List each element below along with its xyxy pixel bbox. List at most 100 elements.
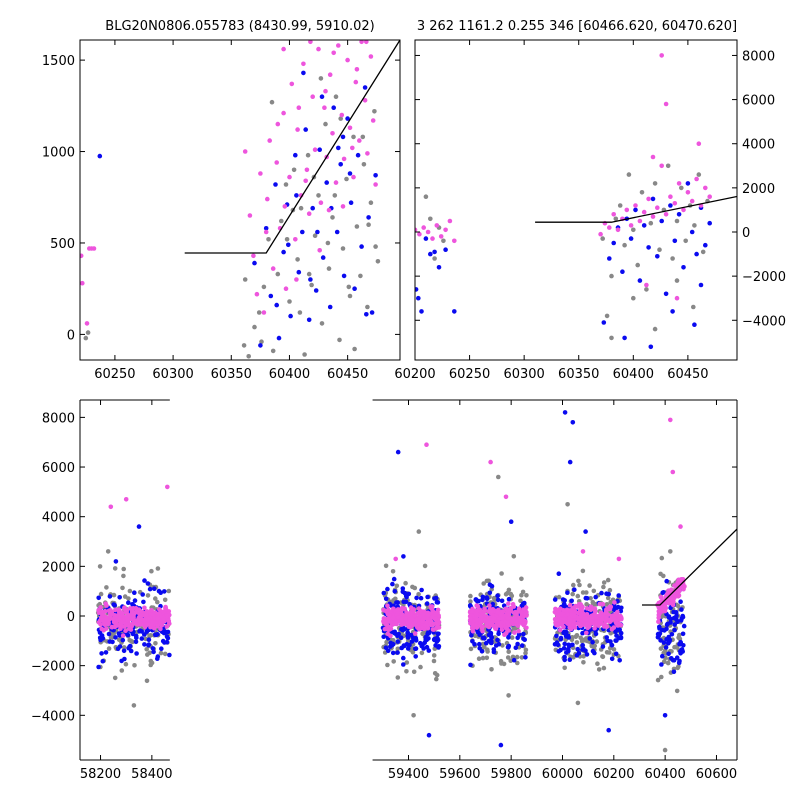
b-point-pink xyxy=(385,603,390,609)
b-outlier-gray xyxy=(105,549,111,554)
b-point-gray xyxy=(422,563,428,569)
tr-xtick-label: 60450 xyxy=(667,367,708,382)
tl-point-series2 xyxy=(254,291,260,297)
b-point-pink xyxy=(139,617,144,622)
b-point-blue xyxy=(126,600,131,605)
b-outlier-blue xyxy=(426,732,432,738)
b-outlier-gray xyxy=(506,693,511,698)
b-point-pink xyxy=(144,612,149,618)
b-point-pink xyxy=(101,628,106,633)
b-point-pink xyxy=(161,617,166,623)
b-point-blue xyxy=(401,662,406,667)
b-point-blue xyxy=(134,651,139,656)
b-point-blue xyxy=(146,643,151,648)
b-point-gray xyxy=(147,650,152,656)
b-point-pink xyxy=(431,621,436,627)
b-point-gray xyxy=(383,563,389,569)
b-point-blue xyxy=(96,664,101,670)
b-xtick-label: 60400 xyxy=(644,767,685,782)
panel-top-left: 60250 60300 60350 60400 60450 0 500 1000 1500 BL… xyxy=(42,19,401,382)
tr-point-series0 xyxy=(674,278,680,283)
b-point-pink xyxy=(468,616,474,622)
b-point-blue xyxy=(132,598,138,603)
tl-point-series2 xyxy=(354,67,360,72)
b-point-blue xyxy=(664,637,669,642)
tr-point-series1 xyxy=(436,265,442,270)
b-point-blue xyxy=(659,662,664,667)
b-point-pink xyxy=(157,607,162,612)
b-point-pink xyxy=(590,606,595,611)
b-point-pink xyxy=(399,612,405,618)
b-point-gray xyxy=(592,643,597,649)
tl-xtick-label: 60350 xyxy=(211,367,252,382)
b-point-gray xyxy=(594,639,600,644)
b-point-blue xyxy=(137,628,143,633)
b-point-blue xyxy=(618,635,624,641)
b-outlier-gray xyxy=(575,700,581,706)
b-point-pink xyxy=(604,624,610,630)
tl-point-series0 xyxy=(284,237,290,242)
tr-point-series2 xyxy=(703,185,708,191)
b-point-gray xyxy=(596,667,602,672)
b-point-blue xyxy=(145,581,151,586)
tl-point-series0 xyxy=(344,176,349,182)
b-point-gray xyxy=(403,580,408,586)
b-point-pink xyxy=(561,608,566,613)
tl-point-series1 xyxy=(345,116,350,121)
tr-point-series0 xyxy=(622,242,627,248)
tl-point-series0 xyxy=(83,335,89,341)
panel-top-left-title: BLG20N0806.055783 (8430.99, 5910.02) xyxy=(105,19,374,34)
b-outlier-pink xyxy=(393,556,399,562)
b-point-pink xyxy=(670,600,675,606)
tr-point-series2 xyxy=(696,141,702,146)
b-point-gray xyxy=(658,646,664,651)
panel-bottom-marks xyxy=(95,410,737,753)
b-point-gray xyxy=(591,588,597,594)
b-point-blue xyxy=(113,635,118,640)
b-point-gray xyxy=(112,675,118,681)
tl-point-series1 xyxy=(97,153,103,159)
b-outlier-blue xyxy=(401,554,406,559)
tl-point-series2 xyxy=(296,105,302,110)
tr-point-series2 xyxy=(663,212,669,217)
b-point-pink xyxy=(134,618,140,623)
tl-point-series2 xyxy=(84,321,90,326)
b-outlier-gray xyxy=(390,569,396,574)
b-point-pink xyxy=(612,617,618,623)
b-point-gray xyxy=(153,641,158,646)
b-point-pink xyxy=(516,628,521,634)
b-point-pink xyxy=(421,615,427,621)
b-point-blue xyxy=(142,642,147,647)
tr-point-series0 xyxy=(674,218,680,224)
tl-point-series1 xyxy=(317,147,323,152)
tr-point-series2 xyxy=(611,212,616,217)
tr-point-series2 xyxy=(644,282,649,288)
tr-point-series2 xyxy=(641,209,647,215)
b-point-pink xyxy=(118,610,124,615)
b-point-pink xyxy=(385,623,391,629)
b-point-gray xyxy=(166,588,172,594)
tr-xtick-label: 60200 xyxy=(394,367,435,382)
b-point-blue xyxy=(151,649,156,655)
b-point-blue xyxy=(413,654,419,659)
tl-point-series0 xyxy=(318,76,324,81)
tl-point-series0 xyxy=(330,215,335,220)
tl-point-series0 xyxy=(325,240,331,246)
b-point-gray xyxy=(431,653,437,658)
b-point-pink xyxy=(124,609,129,614)
b-point-blue xyxy=(674,655,680,660)
b-point-gray xyxy=(434,676,439,682)
tr-point-series2 xyxy=(447,218,453,224)
tl-point-series2 xyxy=(304,167,310,173)
tl-point-series2 xyxy=(281,46,286,52)
b-point-pink xyxy=(589,615,595,620)
b-point-pink xyxy=(387,613,393,618)
b-xtick-label: 60200 xyxy=(593,767,634,782)
tl-point-series0 xyxy=(297,310,303,315)
tr-point-series1 xyxy=(698,282,704,288)
b-point-pink xyxy=(112,624,118,630)
tr-point-series2 xyxy=(707,194,712,199)
b-point-pink xyxy=(102,621,107,627)
b-point-blue xyxy=(663,645,669,650)
b-point-blue xyxy=(477,641,482,647)
